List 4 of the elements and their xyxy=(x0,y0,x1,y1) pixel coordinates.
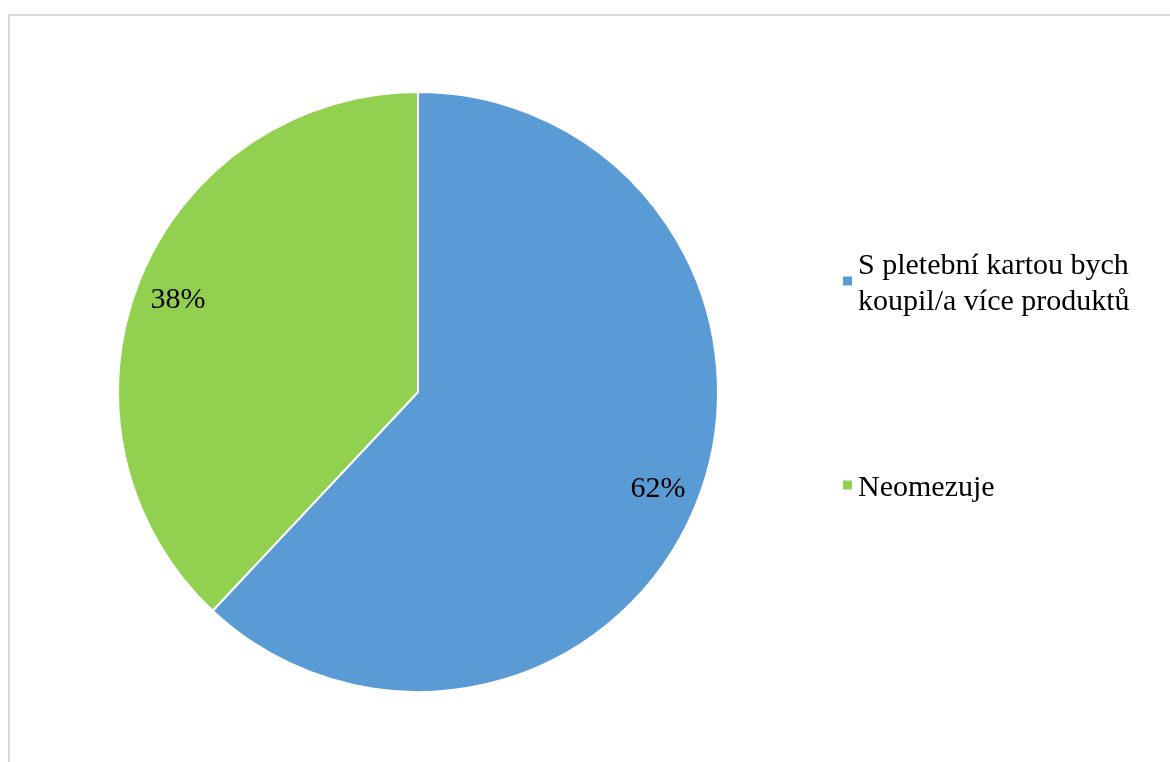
data-label: 38% xyxy=(150,280,206,314)
legend-label: Neomezuje xyxy=(858,468,995,502)
legend-label: S pletební kartou bych koupil/a více produktů xyxy=(858,246,1130,316)
data-label: 62% xyxy=(630,470,686,504)
